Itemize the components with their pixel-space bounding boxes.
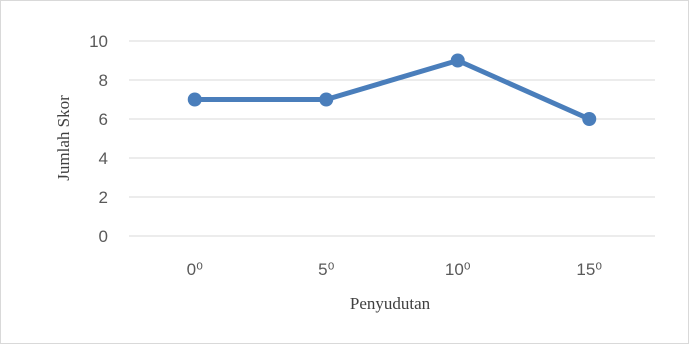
data-point — [187, 92, 202, 107]
y-tick-label: 10 — [89, 32, 108, 51]
y-axis-title: Jumlah Skor — [54, 95, 73, 181]
x-tick-label: 10⁰ — [445, 260, 471, 279]
y-tick-label: 6 — [99, 110, 108, 129]
y-tick-labels: 0 2 4 6 8 10 — [89, 32, 108, 246]
data-point — [319, 92, 334, 107]
series-line — [192, 58, 592, 122]
series-layer — [187, 53, 597, 126]
gridlines — [129, 40, 655, 237]
y-tick-label: 4 — [99, 149, 108, 168]
x-tick-labels: 0⁰ 5⁰ 10⁰ 15⁰ — [187, 260, 603, 279]
x-tick-label: 0⁰ — [187, 260, 203, 279]
y-tick-label: 8 — [99, 71, 108, 90]
x-tick-label: 15⁰ — [576, 260, 602, 279]
y-tick-label: 0 — [99, 227, 108, 246]
y-tick-label: 2 — [99, 188, 108, 207]
data-point — [450, 53, 465, 68]
data-point — [582, 112, 597, 126]
x-axis-title: Penyudutan — [350, 294, 431, 313]
x-tick-label: 5⁰ — [318, 260, 334, 279]
